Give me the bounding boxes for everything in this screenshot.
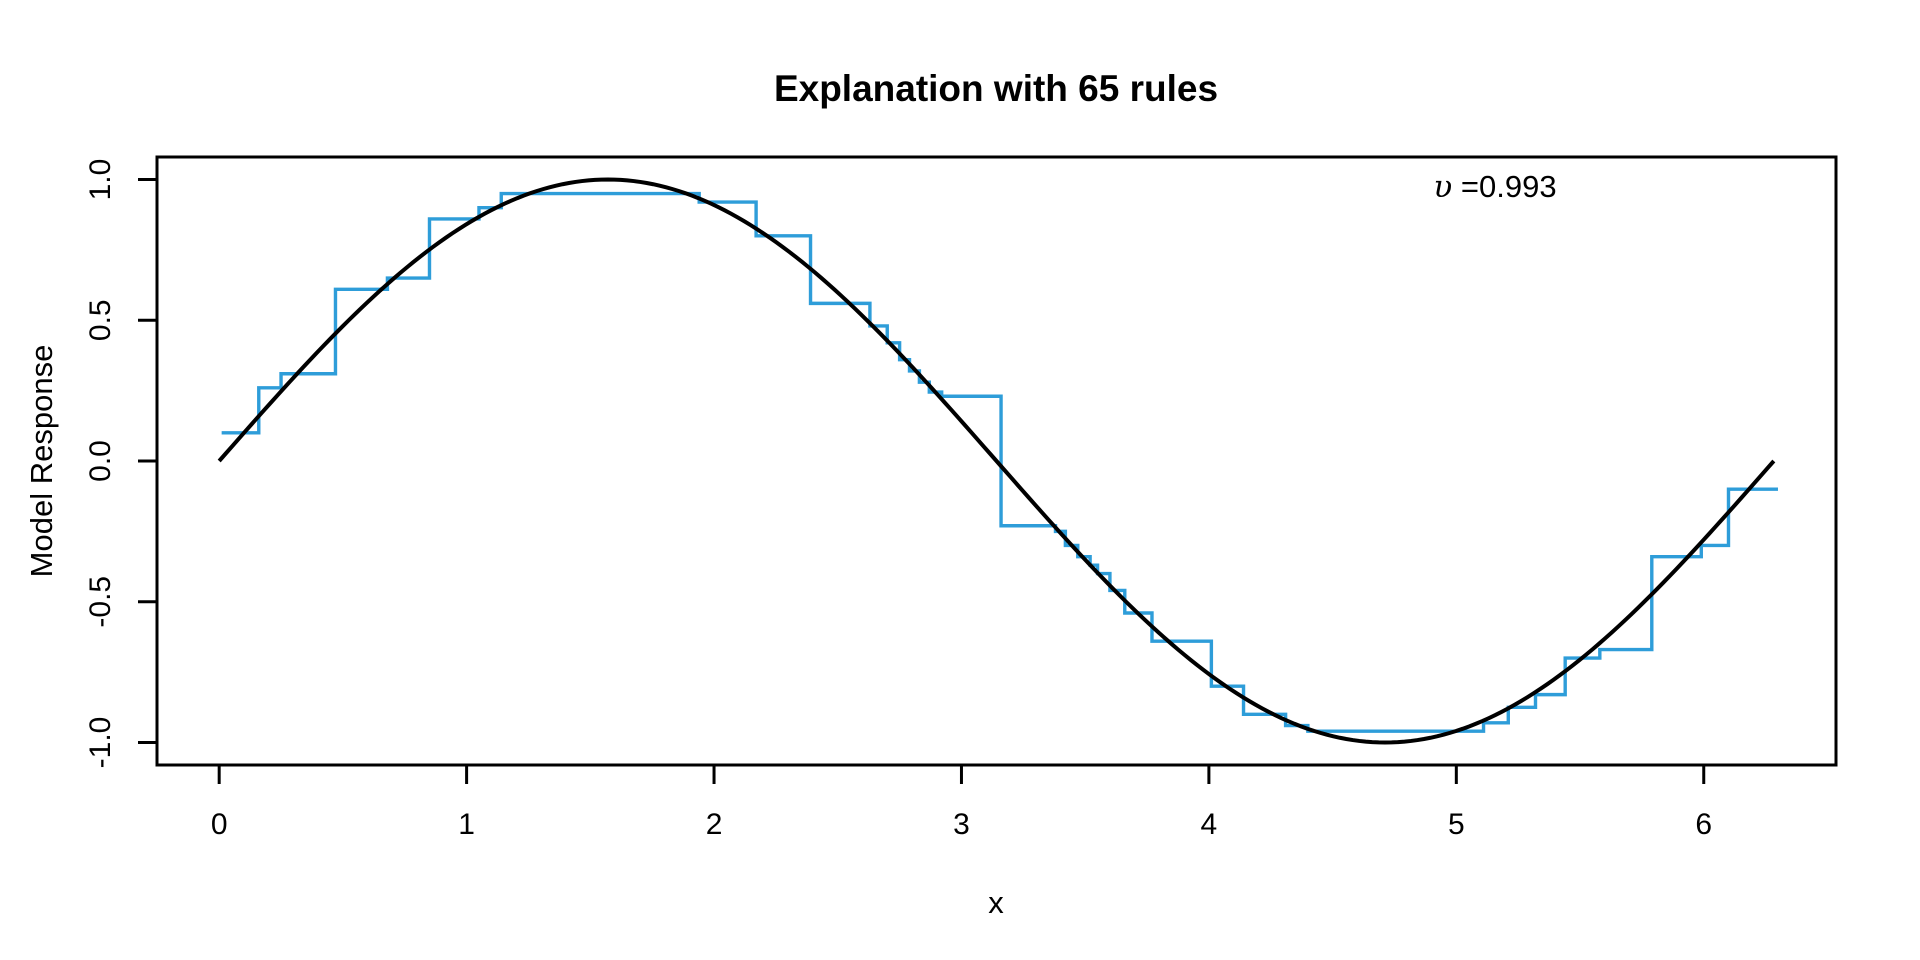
x-tick-label: 1 bbox=[458, 808, 475, 841]
x-tick-label: 3 bbox=[953, 808, 970, 841]
x-tick-label: 2 bbox=[706, 808, 723, 841]
y-tick-label: 0.0 bbox=[84, 440, 117, 482]
x-tick-label: 6 bbox=[1695, 808, 1712, 841]
y-tick-label: 0.5 bbox=[84, 299, 117, 341]
y-tick-label: -0.5 bbox=[84, 576, 117, 628]
fidelity-annotation: υ =0.993 bbox=[1433, 169, 1556, 205]
y-tick-label: -1.0 bbox=[84, 717, 117, 769]
model-response-curve bbox=[217, 177, 1776, 745]
y-axis-label: Model Response bbox=[24, 345, 59, 578]
x-tick-label: 4 bbox=[1201, 808, 1218, 841]
upsilon-symbol: υ bbox=[1433, 169, 1452, 205]
fidelity-value: =0.993 bbox=[1452, 169, 1556, 204]
x-tick-label: 5 bbox=[1448, 808, 1465, 841]
y-tick-label: 1.0 bbox=[84, 159, 117, 201]
y-axis-ticks: -1.0 -0.5 0.0 0.5 1.0 bbox=[84, 159, 157, 769]
x-axis-ticks: 0 1 2 3 4 5 6 bbox=[211, 765, 1712, 841]
chart-title: Explanation with 65 rules bbox=[774, 68, 1218, 109]
x-axis-label: x bbox=[988, 885, 1004, 920]
x-tick-label: 0 bbox=[211, 808, 228, 841]
